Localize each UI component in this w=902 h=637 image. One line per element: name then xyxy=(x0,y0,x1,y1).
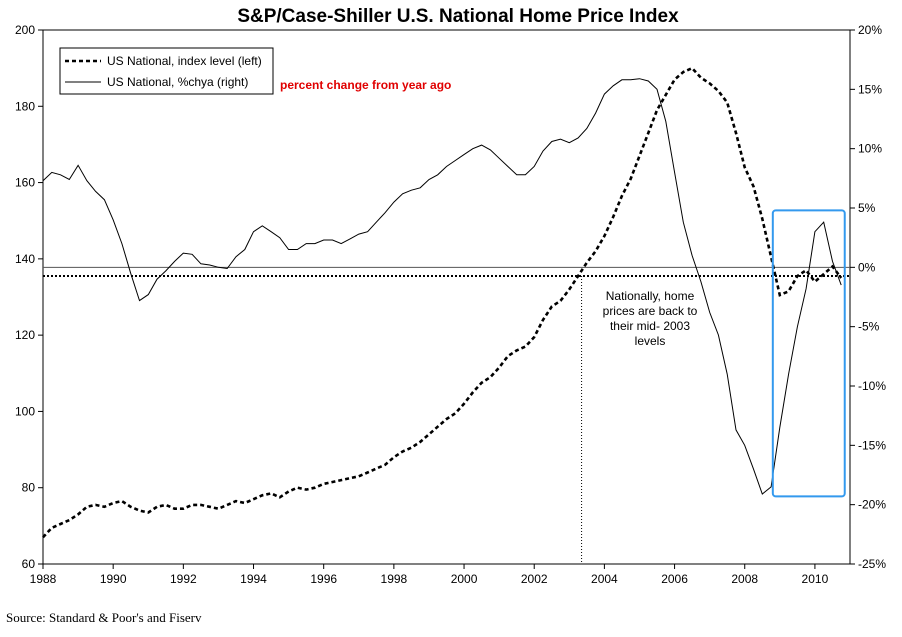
legend-label-pct: US National, %chya (right) xyxy=(107,75,248,89)
annotation-line: prices are back to xyxy=(603,304,698,318)
left-tick-label: 120 xyxy=(15,328,35,342)
x-tick-label: 2004 xyxy=(591,572,618,586)
right-tick-label: -20% xyxy=(858,498,886,512)
x-tick-label: 2010 xyxy=(802,572,829,586)
x-tick-label: 1988 xyxy=(30,572,57,586)
left-y-axis: 60 80 100 120 140 160 180 200 xyxy=(15,23,43,571)
plot-area xyxy=(42,29,851,565)
left-tick-label: 80 xyxy=(22,481,36,495)
annotation-line: their mid- 2003 xyxy=(610,319,690,333)
legend: US National, index level (left) US Natio… xyxy=(59,47,274,95)
x-tick-label: 2006 xyxy=(661,572,688,586)
right-tick-label: 0% xyxy=(858,260,876,274)
left-tick-label: 140 xyxy=(15,252,35,266)
x-tick-label: 1998 xyxy=(381,572,408,586)
right-y-axis: -25% -20% -15% -10% -5% 0% 5% 10% 15% 20% xyxy=(850,23,886,571)
right-tick-label: -5% xyxy=(858,320,880,334)
x-tick-label: 1992 xyxy=(170,572,197,586)
x-tick-label: 1994 xyxy=(240,572,267,586)
legend-label-index: US National, index level (left) xyxy=(107,54,262,68)
right-tick-label: 5% xyxy=(858,201,876,215)
series-pct-change-line xyxy=(42,78,842,495)
pct-change-note: percent change from year ago xyxy=(280,78,451,92)
legend-box xyxy=(59,47,274,95)
right-tick-label: 10% xyxy=(858,142,882,156)
series-index-level-line xyxy=(42,66,843,539)
annotation-line: levels xyxy=(635,334,666,348)
left-tick-label: 100 xyxy=(15,404,35,418)
annotation-line: Nationally, home xyxy=(606,289,695,303)
highlight-box xyxy=(771,209,846,498)
x-tick-label: 2002 xyxy=(521,572,548,586)
x-tick-label: 1996 xyxy=(310,572,337,586)
x-tick-label: 1990 xyxy=(100,572,127,586)
left-tick-label: 200 xyxy=(15,23,35,37)
left-tick-label: 160 xyxy=(15,176,35,190)
plot-frame xyxy=(42,29,851,565)
right-tick-label: -25% xyxy=(858,557,886,571)
right-tick-label: 15% xyxy=(858,82,882,96)
source-note: Source: Standard & Poor's and Fiserv xyxy=(6,610,202,625)
right-tick-label: 20% xyxy=(858,23,882,37)
left-tick-label: 60 xyxy=(22,557,36,571)
chart-title: S&P/Case-Shiller U.S. National Home Pric… xyxy=(237,6,679,27)
x-tick-label: 2000 xyxy=(451,572,478,586)
right-tick-label: -15% xyxy=(858,438,886,452)
x-tick-label: 2008 xyxy=(731,572,758,586)
x-axis: 1988 1990 1992 1994 1996 1998 2000 2002 2004 2006… xyxy=(30,564,829,586)
left-tick-label: 180 xyxy=(15,99,35,113)
right-tick-label: -10% xyxy=(858,379,886,393)
